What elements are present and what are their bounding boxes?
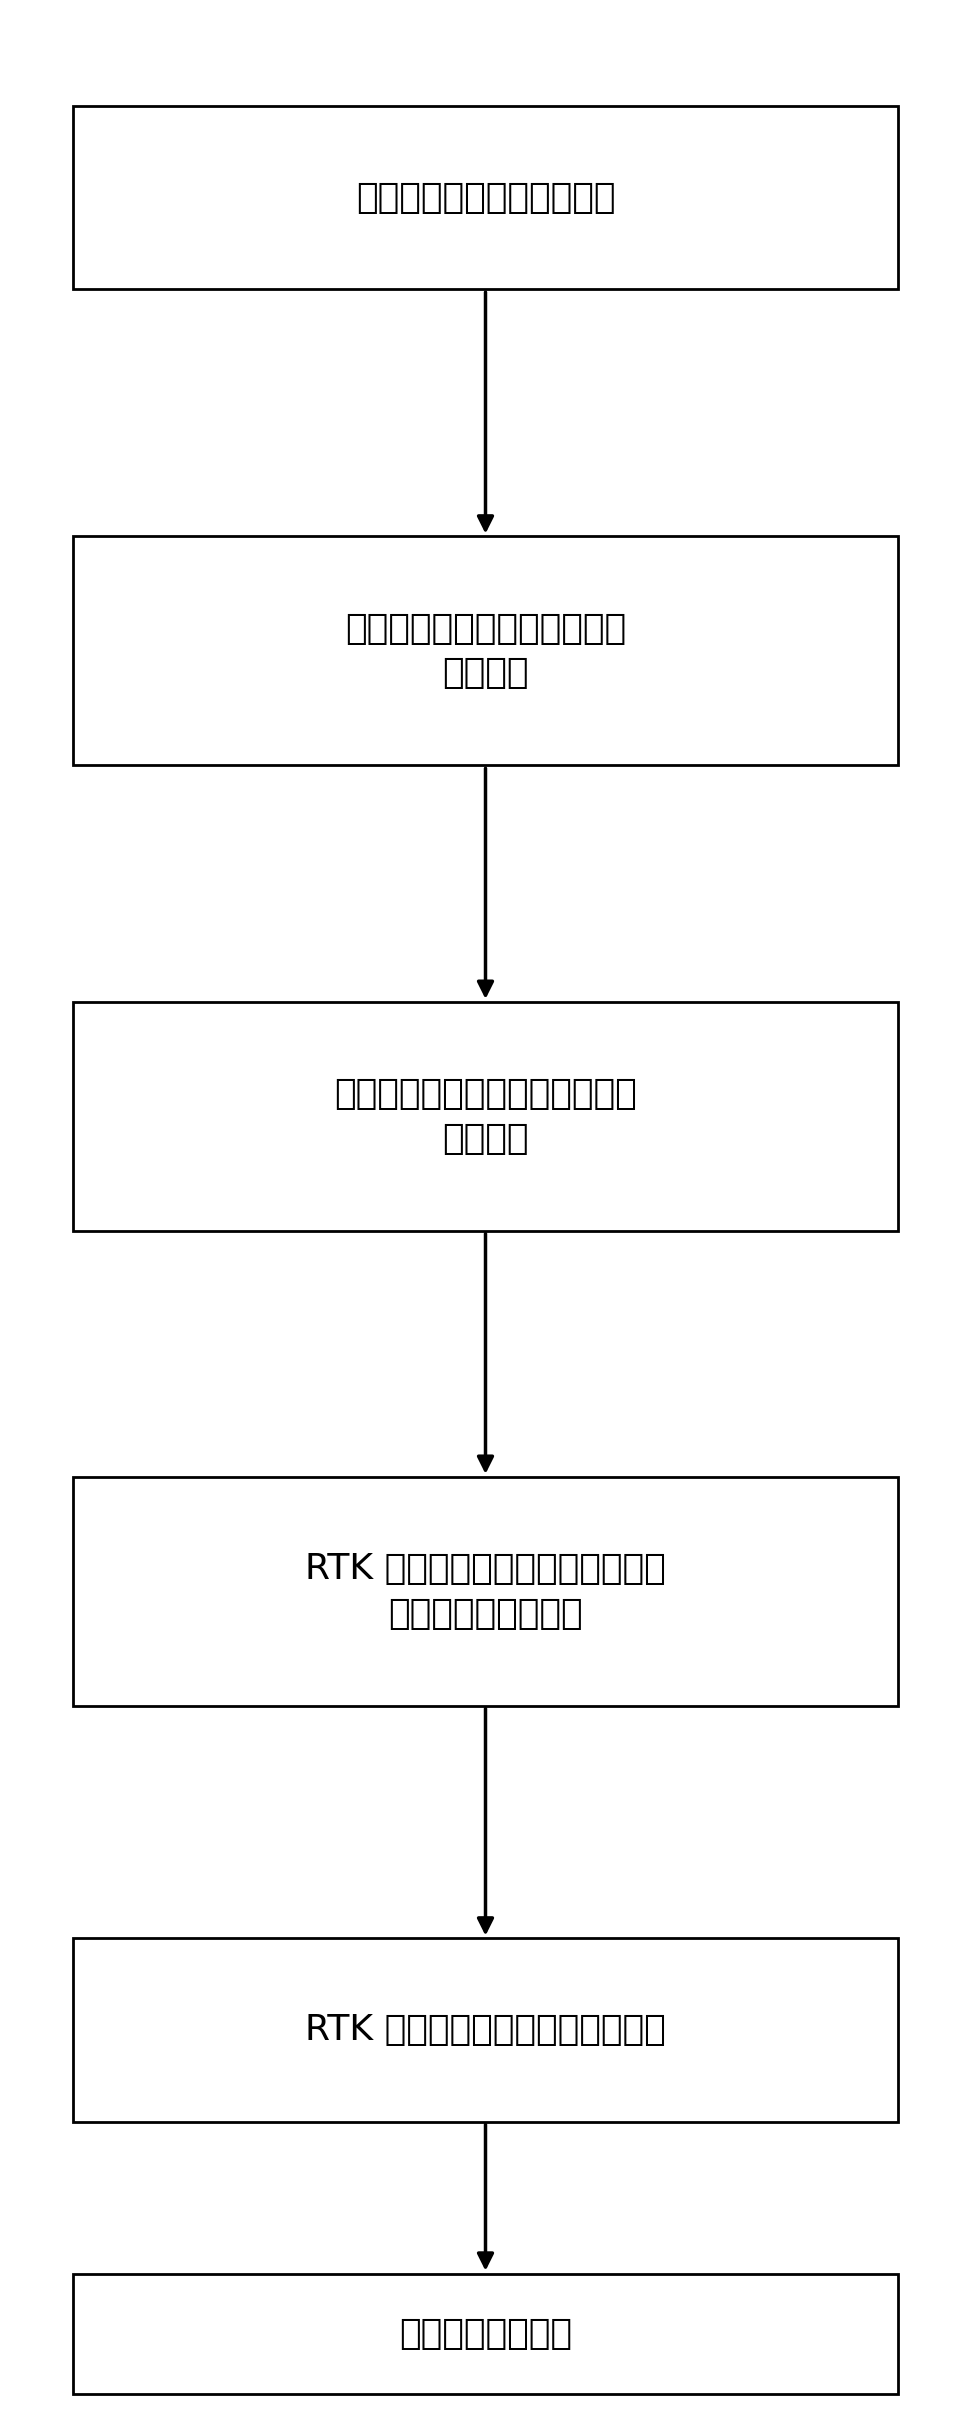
Text: RTK 设备测站校准，并在检查点检
查确保设备校准成功: RTK 设备测站校准，并在检查点检 查确保设备校准成功: [305, 1553, 666, 1630]
Bar: [73, 1003, 898, 1230]
Text: 数字化地形图制图: 数字化地形图制图: [399, 2317, 572, 2351]
Text: RTK 直线放样测量采集地形碎部点: RTK 直线放样测量采集地形碎部点: [305, 2013, 666, 2047]
Bar: [73, 1938, 898, 2122]
Bar: [73, 538, 898, 767]
Bar: [73, 2274, 898, 2394]
Text: 矿山地形图测量直线放样测量
方案制定: 矿山地形图测量直线放样测量 方案制定: [345, 612, 626, 690]
Text: 根据测区基础控制点求解坐标系
转换参数: 根据测区基础控制点求解坐标系 转换参数: [334, 1078, 637, 1155]
Bar: [73, 1476, 898, 1707]
Bar: [73, 106, 898, 289]
Text: 矿山测区基础测绘资料收集: 矿山测区基础测绘资料收集: [355, 181, 616, 215]
